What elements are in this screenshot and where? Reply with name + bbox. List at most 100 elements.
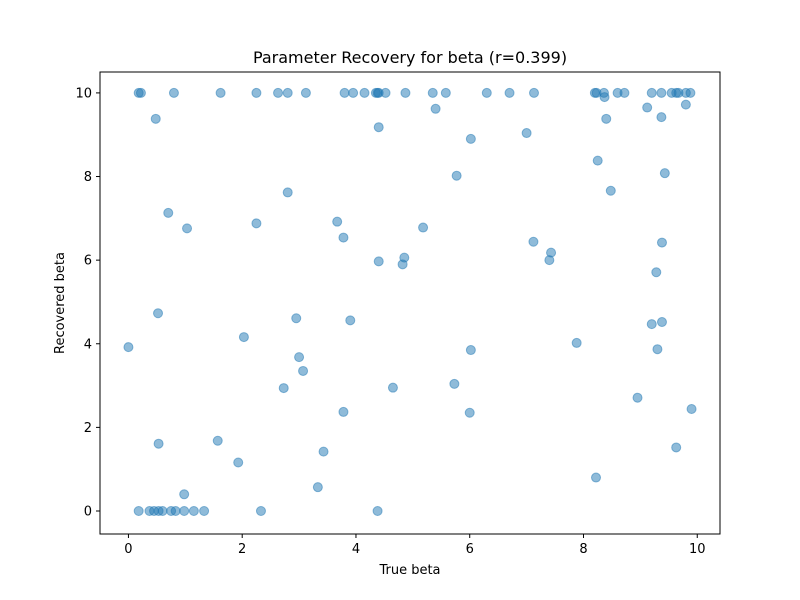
data-point bbox=[642, 102, 653, 113]
ticks-layer: 0 2 4 6 8 10 0 2 4 6 8 10 bbox=[75, 86, 705, 557]
data-point bbox=[332, 216, 343, 227]
data-point bbox=[591, 472, 601, 483]
y-tick-label: 6 bbox=[84, 254, 92, 269]
data-point bbox=[418, 222, 429, 233]
data-point bbox=[215, 87, 226, 98]
data-point bbox=[451, 170, 462, 181]
data-point bbox=[685, 87, 696, 98]
y-tick-label: 0 bbox=[84, 505, 92, 520]
x-tick-label: 10 bbox=[689, 542, 706, 557]
data-point bbox=[233, 457, 244, 468]
data-point bbox=[294, 352, 305, 363]
data-point bbox=[298, 365, 309, 376]
x-tick-label: 0 bbox=[124, 542, 132, 557]
data-point bbox=[656, 87, 667, 98]
data-point bbox=[449, 378, 460, 389]
y-axis-label: Recovered beta bbox=[53, 252, 68, 354]
data-point bbox=[427, 87, 438, 98]
data-point bbox=[238, 332, 249, 343]
data-point bbox=[528, 236, 539, 247]
data-point bbox=[251, 87, 262, 98]
data-point bbox=[318, 446, 329, 457]
data-point bbox=[157, 506, 168, 516]
chart-title: Parameter Recovery for beta (r=0.399) bbox=[253, 48, 567, 67]
data-point bbox=[150, 113, 161, 124]
data-point bbox=[278, 383, 289, 394]
data-point bbox=[571, 337, 582, 348]
data-point bbox=[651, 267, 662, 278]
data-point bbox=[399, 252, 410, 263]
y-tick-label: 4 bbox=[84, 337, 92, 352]
data-point bbox=[338, 406, 349, 417]
data-point bbox=[659, 168, 670, 179]
x-axis-label: True beta bbox=[378, 563, 440, 578]
data-point bbox=[373, 256, 384, 267]
data-point bbox=[348, 87, 359, 98]
plot-area-frame bbox=[99, 71, 721, 535]
data-point bbox=[481, 87, 492, 98]
data-point bbox=[188, 506, 199, 516]
data-point bbox=[599, 92, 610, 103]
data-point bbox=[430, 103, 441, 114]
data-point bbox=[656, 112, 667, 123]
data-point bbox=[465, 133, 476, 144]
data-point bbox=[504, 87, 515, 98]
data-point bbox=[135, 87, 146, 98]
data-point bbox=[153, 438, 164, 449]
data-point bbox=[179, 489, 190, 500]
data-point bbox=[380, 87, 391, 98]
data-point bbox=[400, 87, 411, 98]
data-point bbox=[199, 506, 210, 516]
data-point bbox=[605, 185, 616, 196]
data-point bbox=[592, 155, 603, 166]
data-point bbox=[312, 482, 323, 493]
data-point bbox=[619, 87, 630, 98]
data-point bbox=[671, 442, 682, 453]
data-point bbox=[601, 113, 612, 124]
data-point bbox=[339, 87, 350, 98]
data-point bbox=[521, 128, 532, 139]
data-point bbox=[529, 87, 539, 98]
data-point bbox=[282, 87, 293, 98]
data-point bbox=[465, 345, 476, 356]
data-point bbox=[291, 313, 302, 324]
data-point bbox=[440, 87, 451, 98]
data-point bbox=[646, 319, 657, 330]
data-point bbox=[300, 87, 311, 98]
data-point bbox=[646, 87, 657, 98]
data-point bbox=[387, 382, 398, 393]
data-point bbox=[273, 87, 284, 98]
data-point bbox=[251, 218, 262, 229]
x-tick-label: 8 bbox=[579, 542, 587, 557]
data-point bbox=[338, 232, 349, 243]
data-point bbox=[656, 237, 667, 248]
data-point bbox=[546, 247, 557, 258]
data-point bbox=[373, 122, 384, 133]
data-point bbox=[179, 506, 190, 516]
data-point bbox=[123, 342, 134, 353]
data-point bbox=[170, 506, 181, 516]
data-point bbox=[686, 403, 697, 414]
data-point bbox=[212, 435, 223, 446]
data-point bbox=[255, 506, 266, 516]
data-point bbox=[182, 223, 193, 234]
data-point bbox=[153, 308, 164, 319]
x-tick-label: 4 bbox=[352, 542, 360, 557]
data-point bbox=[168, 87, 179, 98]
data-point bbox=[345, 315, 356, 326]
x-tick-label: 6 bbox=[466, 542, 474, 557]
data-point bbox=[652, 344, 663, 355]
data-point bbox=[282, 187, 293, 198]
data-point bbox=[632, 392, 643, 403]
y-tick-label: 10 bbox=[75, 86, 92, 101]
data-point bbox=[163, 207, 174, 218]
y-tick-label: 8 bbox=[84, 170, 92, 185]
data-point bbox=[359, 87, 370, 98]
data-point bbox=[133, 506, 144, 516]
y-tick-label: 2 bbox=[84, 421, 92, 436]
x-tick-label: 2 bbox=[238, 542, 246, 557]
points-layer bbox=[123, 87, 697, 516]
data-point bbox=[372, 506, 383, 516]
data-point bbox=[680, 99, 691, 110]
